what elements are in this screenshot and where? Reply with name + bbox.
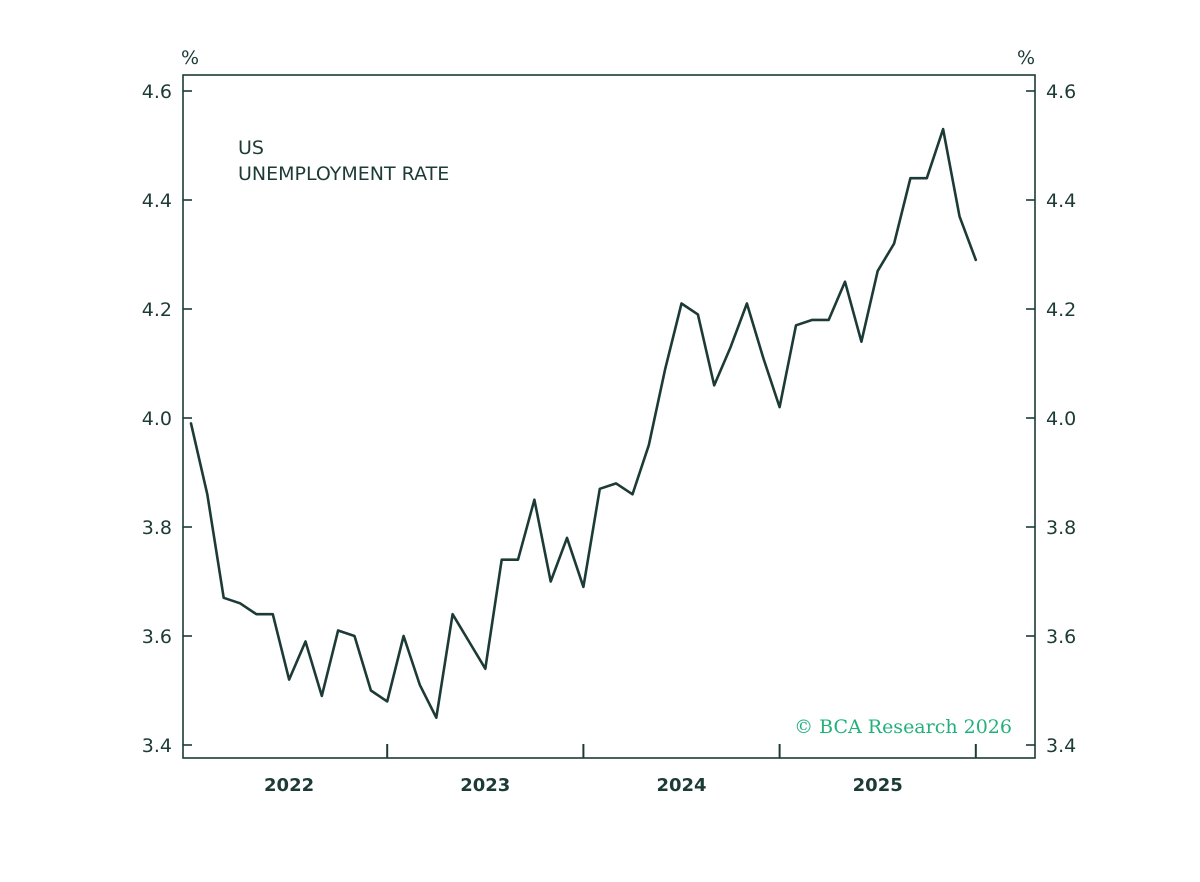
right-y-tick-label: 3.8: [1046, 517, 1076, 539]
axis-labels: 3.4 3.4 3.6 3.6 3.8 3.8 4.0 4.0 4.2 4.2 4.4 4.4 4.6 4…: [142, 81, 1076, 796]
left-axis-unit: %: [181, 47, 199, 69]
left-y-tick-label: 3.8: [142, 517, 172, 539]
plot-frame: [182, 74, 1036, 759]
plot-border: [182, 74, 1036, 759]
left-y-tick-label: 3.4: [142, 735, 172, 757]
right-y-tick-label: 3.4: [1046, 735, 1076, 757]
x-year-label: 2024: [656, 775, 706, 796]
left-y-tick-label: 4.2: [142, 299, 172, 321]
x-year-label: 2025: [853, 775, 903, 796]
chart-subtitle: UNEMPLOYMENT RATE: [238, 163, 449, 185]
right-axis-unit: %: [1017, 47, 1035, 69]
right-y-tick-label: 4.0: [1046, 408, 1076, 430]
left-y-tick-label: 4.6: [142, 81, 172, 103]
left-y-tick-label: 3.6: [142, 626, 172, 648]
axis-ticks: [183, 90, 1035, 758]
right-y-tick-label: 3.6: [1046, 626, 1076, 648]
x-year-label: 2023: [460, 775, 510, 796]
unemployment-rate-line: [189, 127, 978, 719]
right-y-tick-label: 4.2: [1046, 299, 1076, 321]
chart-title: US: [238, 137, 264, 159]
x-year-label: 2022: [264, 775, 314, 796]
left-y-tick-label: 4.0: [142, 408, 172, 430]
left-y-tick-label: 4.4: [142, 190, 172, 212]
right-y-tick-label: 4.4: [1046, 190, 1076, 212]
copyright-credit: © BCA Research 2026: [794, 716, 1012, 738]
right-y-tick-label: 4.6: [1046, 81, 1076, 103]
